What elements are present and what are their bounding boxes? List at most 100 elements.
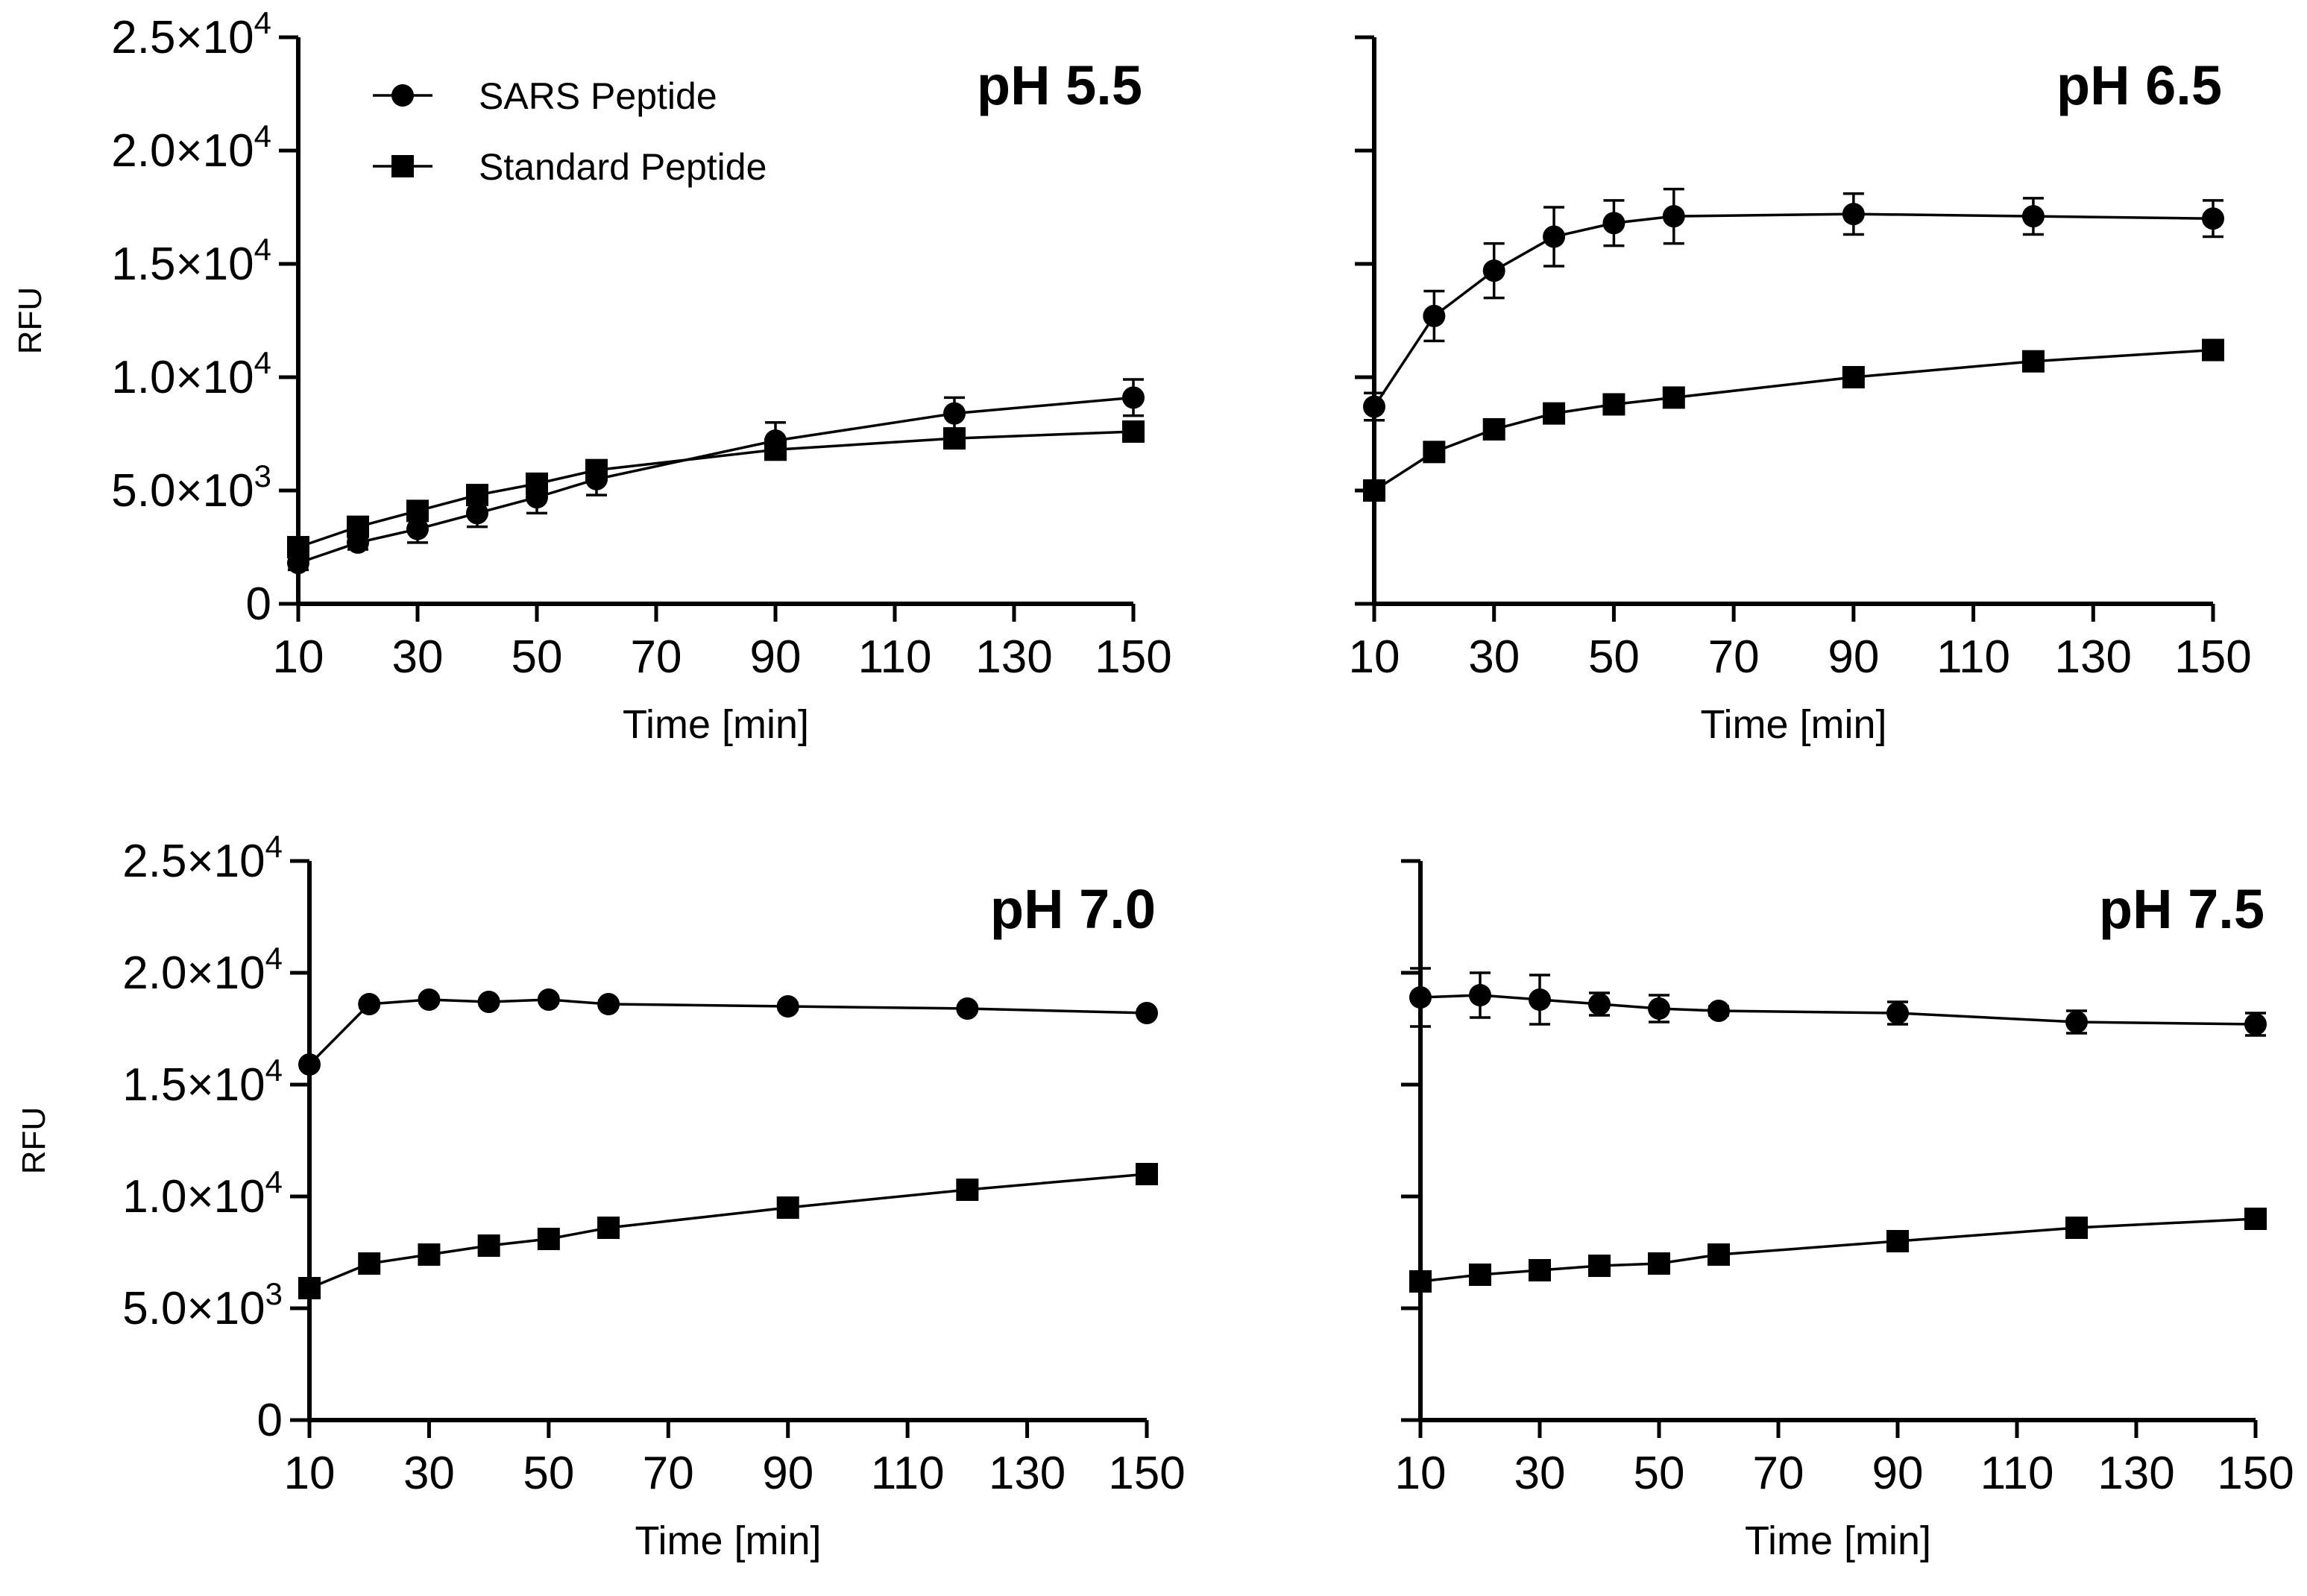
data-point xyxy=(1662,205,1685,228)
chart-panel-1: 0 5.0×103 1.0×104 1.5×104 2.0×104 2.5×104 10 30… xyxy=(12,5,1172,747)
data-point xyxy=(2202,338,2224,362)
x-tick-label: 70 xyxy=(631,631,682,683)
panel-title: pH 7.5 xyxy=(2099,878,2264,940)
data-point xyxy=(597,993,620,1015)
series-sars xyxy=(1363,187,2224,422)
x-tick-label: 130 xyxy=(2055,631,2132,683)
data-point xyxy=(597,1217,620,1239)
data-point xyxy=(1482,259,1505,283)
y-tick-label: 1.5×104 xyxy=(111,232,271,290)
data-point xyxy=(1409,986,1432,1009)
x-tick-label: 110 xyxy=(871,1448,945,1499)
x-tick-label: 30 xyxy=(1468,631,1520,683)
series-standard xyxy=(1363,338,2224,502)
data-point xyxy=(1122,420,1145,443)
x-tick-label: 50 xyxy=(523,1448,574,1499)
x-tick-label: 50 xyxy=(1634,1448,1685,1499)
data-point xyxy=(1602,393,1625,416)
data-point xyxy=(406,499,429,523)
data-point xyxy=(466,484,488,507)
panel-title: pH 6.5 xyxy=(2056,54,2222,116)
data-point xyxy=(1602,212,1625,235)
y-tick-label: 0 xyxy=(246,578,271,630)
data-point xyxy=(466,502,488,525)
data-point xyxy=(1543,402,1566,425)
data-point xyxy=(537,1228,560,1250)
series-sars xyxy=(298,988,1158,1076)
x-tick-label: 50 xyxy=(1588,631,1640,683)
x-tick-label: 70 xyxy=(1753,1448,1804,1499)
panel-title: pH 5.5 xyxy=(977,54,1142,116)
x-tick-label: 10 xyxy=(273,631,324,683)
data-point xyxy=(585,458,608,482)
y-tick-label: 0 xyxy=(257,1395,283,1446)
data-point xyxy=(358,1252,381,1275)
x-tick-label: 150 xyxy=(2174,631,2251,683)
legend-marker-square xyxy=(391,155,414,177)
y-tick-label: 2.5×104 xyxy=(111,5,271,63)
data-point xyxy=(1529,988,1551,1011)
data-point xyxy=(1363,395,1385,418)
data-point xyxy=(1662,386,1685,409)
data-point xyxy=(956,997,979,1020)
data-point xyxy=(1136,1163,1158,1185)
x-tick-label: 90 xyxy=(1872,1448,1924,1499)
x-tick-label: 130 xyxy=(989,1448,1066,1499)
x-tick-label: 30 xyxy=(403,1448,455,1499)
y-axis-title: RFU xyxy=(16,1107,52,1174)
data-point xyxy=(477,1234,500,1257)
data-point xyxy=(1648,1252,1670,1275)
legend-marker-circle xyxy=(391,84,414,107)
x-axis-title: Time [min] xyxy=(623,702,809,747)
series-standard xyxy=(287,420,1145,558)
x-tick-label: 10 xyxy=(1395,1448,1447,1499)
y-tick-label: 2.5×104 xyxy=(122,829,283,887)
data-point xyxy=(943,402,966,425)
data-point xyxy=(1409,1270,1432,1293)
data-point xyxy=(1469,984,1491,1006)
data-point xyxy=(2021,205,2045,228)
series-standard xyxy=(298,1163,1158,1299)
x-tick-label: 90 xyxy=(1828,631,1879,683)
data-point xyxy=(764,438,787,461)
data-point xyxy=(287,536,309,558)
data-point xyxy=(358,993,381,1015)
series-sars xyxy=(1409,967,2267,1037)
x-tick-label: 90 xyxy=(750,631,802,683)
data-point xyxy=(1886,1002,1909,1024)
data-point xyxy=(1122,386,1145,409)
data-point xyxy=(1708,1243,1730,1266)
x-tick-label: 150 xyxy=(2217,1448,2294,1499)
x-tick-label: 70 xyxy=(1708,631,1760,683)
chart-panel-3: 0 5.0×103 1.0×104 1.5×104 2.0×104 2.5×104 10 30… xyxy=(16,829,1186,1563)
data-point xyxy=(298,1277,321,1299)
data-point xyxy=(1588,993,1611,1015)
x-tick-label: 10 xyxy=(1349,631,1400,683)
data-point xyxy=(418,988,441,1011)
data-point xyxy=(2244,1013,2267,1035)
series-sars xyxy=(287,378,1145,575)
x-tick-label: 70 xyxy=(643,1448,694,1499)
data-point xyxy=(477,991,500,1013)
data-point xyxy=(1842,366,1865,388)
data-point xyxy=(298,1053,321,1076)
data-point xyxy=(1648,997,1670,1020)
y-tick-label: 2.0×104 xyxy=(122,941,283,999)
data-point xyxy=(956,1179,979,1201)
data-point xyxy=(2202,207,2224,230)
data-point xyxy=(1469,1264,1491,1286)
x-axis-title: Time [min] xyxy=(1700,702,1886,747)
data-point xyxy=(537,988,560,1011)
data-point xyxy=(1423,304,1446,327)
data-point xyxy=(776,1196,799,1219)
data-point xyxy=(1363,479,1385,502)
x-axis-title: Time [min] xyxy=(1745,1518,1931,1563)
y-tick-label: 2.0×104 xyxy=(111,119,271,177)
series-line xyxy=(309,1173,1148,1290)
panel-title: pH 7.0 xyxy=(990,878,1156,940)
x-tick-label: 30 xyxy=(1514,1448,1566,1499)
data-point xyxy=(1543,225,1566,248)
x-tick-label: 150 xyxy=(1095,631,1171,683)
y-axis-title: RFU xyxy=(12,287,48,354)
